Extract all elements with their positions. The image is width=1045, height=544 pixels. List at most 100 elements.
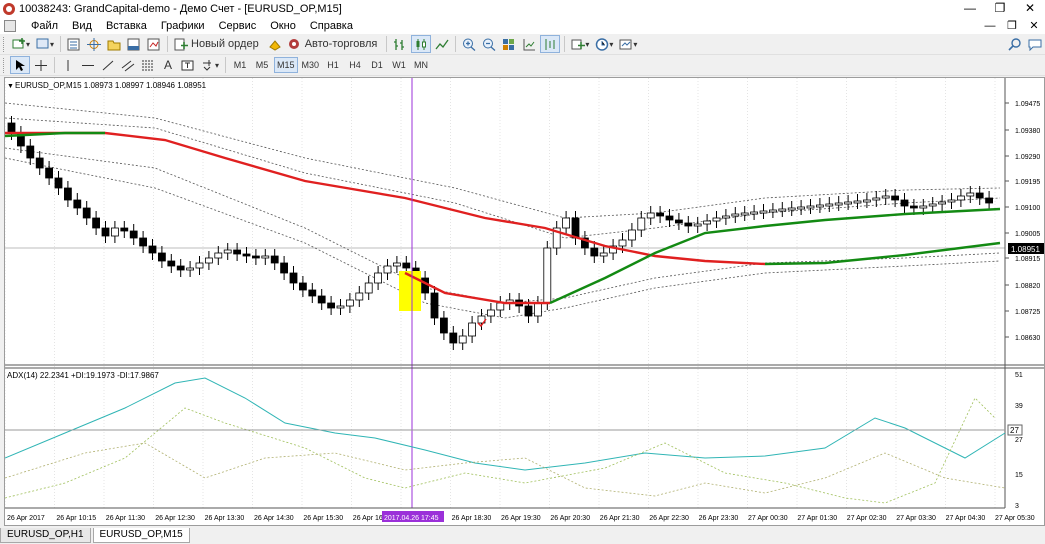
timeframe-h1[interactable]: H1 bbox=[327, 60, 339, 70]
candle-body bbox=[543, 247, 552, 304]
price-label: 1.09195 bbox=[1015, 179, 1040, 186]
candlestick-button[interactable] bbox=[411, 35, 432, 53]
arrows-button[interactable]: ▾ bbox=[199, 56, 221, 74]
zoom-out-button[interactable] bbox=[480, 35, 498, 53]
chart-window[interactable]: ▼ EURUSD_OP,M15 1.08973 1.08997 1.08946 … bbox=[4, 77, 1045, 526]
channel-button[interactable] bbox=[119, 56, 137, 74]
envelope-upper-1 bbox=[4, 102, 1001, 219]
candle-body bbox=[383, 265, 392, 274]
price-chart[interactable]: ▼ EURUSD_OP,M15 1.08973 1.08997 1.08946 … bbox=[4, 78, 1044, 525]
text-tool-icon: A bbox=[163, 58, 172, 72]
vertical-line-button[interactable] bbox=[59, 56, 77, 74]
menu-view[interactable]: Вид bbox=[72, 19, 92, 32]
candle-body bbox=[759, 210, 768, 214]
timeframe-mn[interactable]: MN bbox=[414, 60, 429, 70]
crosshair-button[interactable] bbox=[32, 56, 50, 74]
horizontal-line-button[interactable] bbox=[79, 56, 97, 74]
menu-window[interactable]: Окно bbox=[270, 19, 296, 32]
time-label: 27 Apr 01:30 bbox=[797, 515, 837, 522]
close-button[interactable]: ✕ bbox=[1024, 1, 1036, 15]
vertical-line-icon bbox=[67, 59, 69, 71]
candle-body bbox=[101, 227, 110, 237]
chart-shift-button[interactable] bbox=[540, 35, 561, 53]
timeframe-m30[interactable]: M30 bbox=[301, 60, 320, 70]
time-label: 26 Apr 16: bbox=[353, 515, 385, 522]
price-label: 1.09005 bbox=[1015, 231, 1040, 238]
cursor-icon bbox=[16, 59, 25, 71]
timeframe-m1[interactable]: M1 bbox=[233, 60, 247, 70]
candle-body bbox=[223, 249, 232, 254]
new-chart-button[interactable]: ▾ bbox=[10, 35, 32, 53]
periods-button[interactable]: ▾ bbox=[593, 35, 615, 53]
template-icon bbox=[619, 39, 632, 49]
time-label: 27 Apr 02:30 bbox=[847, 515, 887, 522]
candle-body bbox=[439, 317, 448, 334]
fibonacci-button[interactable] bbox=[139, 56, 157, 74]
menu-charts[interactable]: Графики bbox=[160, 19, 205, 32]
line-chart-button[interactable] bbox=[433, 35, 451, 53]
title-bar: 10038243: GrandCapital-demo - Демо Счет … bbox=[0, 0, 1045, 17]
minimize-child-icon[interactable]: — bbox=[984, 19, 996, 32]
tile-windows-button[interactable] bbox=[500, 35, 518, 53]
market-watch-icon bbox=[67, 38, 80, 50]
candle-body bbox=[374, 272, 383, 284]
candle-body bbox=[703, 220, 711, 225]
timeframe-m5[interactable]: M5 bbox=[255, 60, 269, 70]
restore-child-icon[interactable]: ❐ bbox=[1007, 20, 1017, 32]
indicators-icon bbox=[571, 39, 586, 49]
new-chart-icon bbox=[12, 37, 25, 48]
autotrading-label: Авто-торговля bbox=[304, 38, 378, 50]
menu-help[interactable]: Справка bbox=[309, 19, 353, 32]
candle-body bbox=[797, 206, 805, 210]
label-button[interactable] bbox=[179, 56, 197, 74]
terminal-icon bbox=[127, 38, 140, 50]
moving-averages bbox=[4, 131, 1001, 305]
time-axis: 26 Apr 2017 26 Apr 10:15 26 Apr 11:30 26 Ap… bbox=[7, 511, 1035, 522]
indicators-button[interactable]: ▾ bbox=[569, 35, 591, 53]
market-watch-button[interactable] bbox=[65, 35, 83, 53]
close-child-icon[interactable]: ✕ bbox=[1029, 20, 1039, 32]
candle-body bbox=[7, 122, 16, 134]
price-label: 1.09475 bbox=[1015, 101, 1040, 108]
text-button[interactable]: A bbox=[159, 56, 177, 74]
autoscroll-icon bbox=[523, 38, 536, 50]
search-button[interactable] bbox=[1006, 35, 1024, 53]
trendline-button[interactable] bbox=[99, 56, 117, 74]
timeframe-m15[interactable]: M15 bbox=[274, 57, 298, 73]
tab-eurusd-m15[interactable]: EURUSD_OP,M15 bbox=[92, 528, 190, 543]
navigator-button[interactable] bbox=[105, 35, 123, 53]
menu-file[interactable]: Файл bbox=[31, 19, 59, 32]
chat-button[interactable] bbox=[1026, 35, 1044, 53]
tab-eurusd-h1[interactable]: EURUSD_OP,H1 bbox=[0, 528, 91, 543]
timeframe-w1[interactable]: W1 bbox=[392, 60, 406, 70]
toolbar-grip bbox=[3, 57, 6, 73]
cursor-button[interactable] bbox=[10, 56, 30, 74]
bar-chart-button[interactable] bbox=[391, 35, 409, 53]
main-toolbar: ▾ ▾ Новый ордер Авто-торговля bbox=[0, 34, 1045, 55]
candle-body bbox=[844, 201, 852, 205]
ma-green-fast bbox=[549, 207, 1001, 305]
candle-body bbox=[195, 262, 204, 269]
restore-button[interactable]: ❐ bbox=[994, 1, 1006, 15]
envelope-lower-1 bbox=[4, 147, 1001, 304]
menu-tools[interactable]: Сервис bbox=[218, 19, 257, 32]
terminal-button[interactable] bbox=[125, 35, 143, 53]
zoom-in-button[interactable] bbox=[460, 35, 478, 53]
metaeditor-button[interactable] bbox=[266, 35, 284, 53]
crosshair-icon bbox=[35, 59, 47, 71]
text-label-icon bbox=[181, 60, 194, 70]
new-order-button[interactable]: Новый ордер bbox=[172, 35, 264, 53]
autotrading-button[interactable]: Авто-торговля bbox=[286, 35, 383, 53]
candle-body bbox=[769, 209, 777, 213]
minimize-button[interactable]: — bbox=[964, 1, 976, 15]
autoscroll-button[interactable] bbox=[520, 35, 538, 53]
timeframe-h4[interactable]: H4 bbox=[349, 60, 361, 70]
templates-button[interactable]: ▾ bbox=[617, 35, 639, 53]
profiles-button[interactable]: ▾ bbox=[34, 35, 56, 53]
menu-insert[interactable]: Вставка bbox=[105, 19, 147, 32]
timeframe-d1[interactable]: D1 bbox=[371, 60, 383, 70]
candle-body bbox=[637, 217, 646, 231]
tester-button[interactable] bbox=[145, 35, 163, 53]
data-window-button[interactable] bbox=[85, 35, 103, 53]
document-icon[interactable] bbox=[4, 19, 16, 32]
